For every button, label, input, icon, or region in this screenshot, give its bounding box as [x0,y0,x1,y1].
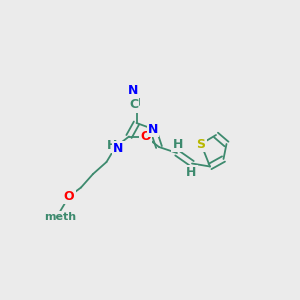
Text: meth: meth [57,218,61,219]
Text: S: S [196,137,206,151]
Text: N: N [128,83,139,97]
Text: N: N [113,142,124,155]
Text: H: H [107,139,117,152]
Text: meth: meth [56,217,59,218]
Text: C: C [129,98,138,112]
Text: O: O [64,190,74,203]
Text: H: H [173,137,183,151]
Text: H: H [186,166,196,179]
Text: meth: meth [44,212,76,223]
Text: O: O [140,130,151,143]
Text: N: N [148,122,158,136]
